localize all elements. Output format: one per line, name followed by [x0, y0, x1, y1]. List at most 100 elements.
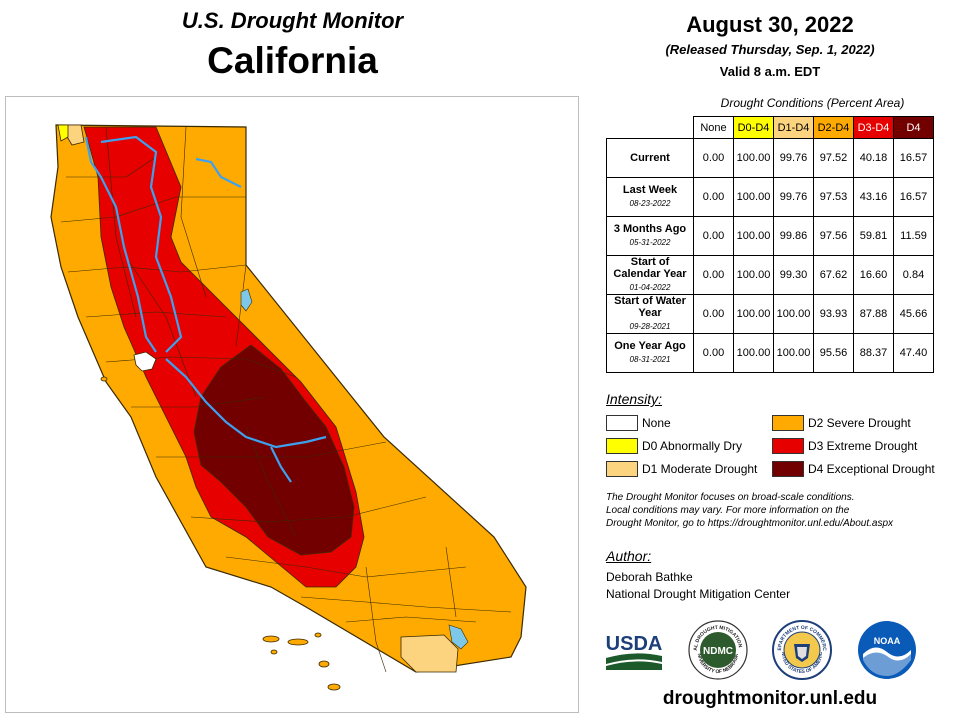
- cell-d0-d4: 100.00: [733, 255, 774, 295]
- row-label-text: Current: [630, 152, 670, 164]
- note-line: Local conditions may vary. For more info…: [606, 505, 850, 516]
- legend-swatch-d3: [772, 438, 804, 454]
- cell-d0-d4: 100.00: [733, 333, 774, 373]
- island-santa-rosa: [262, 635, 280, 643]
- table-header-blank: [606, 116, 694, 139]
- island-small-2: [314, 632, 322, 638]
- cell-d3-d4: 40.18: [853, 138, 894, 178]
- cell-d1-d4: 99.76: [773, 138, 814, 178]
- legend-swatch-d4: [772, 461, 804, 477]
- state-title: California: [207, 40, 378, 81]
- map-date: August 30, 2022: [686, 12, 854, 37]
- table-row: One Year Ago 08-31-2021 0.00 100.00 100.0…: [606, 333, 934, 373]
- d4-region: [193, 344, 355, 556]
- cell-d0-d4: 100.00: [733, 216, 774, 256]
- table-row: 3 Months Ago 05-31-2022 0.00 100.00 99.86…: [606, 216, 934, 256]
- row-label-text: Last Week: [622, 184, 678, 196]
- rivers: [84, 135, 327, 483]
- ndmc-logo: NATIONAL DROUGHT MITIGATION CENTER UNIVE…: [686, 616, 748, 680]
- row-date: 05-31-2022: [629, 238, 671, 247]
- valid-time: Valid 8 a.m. EDT: [719, 64, 821, 79]
- cell-d2-d4: 95.56: [813, 333, 854, 373]
- website-url[interactable]: droughtmonitor.unl.edu: [662, 688, 878, 709]
- ndmc-logo-text: NDMC: [703, 646, 733, 657]
- cell-d4: 45.66: [893, 294, 934, 334]
- table-row: Start of Water Year 09-28-2021 0.00 100.0…: [606, 294, 934, 334]
- cell-none: 0.00: [693, 177, 734, 217]
- col-header-d2-d4: D2-D4: [813, 116, 854, 139]
- row-label: Start of Calendar Year 01-04-2022: [606, 255, 694, 295]
- cell-d2-d4: 97.52: [813, 138, 854, 178]
- table-row: Current 0.00 100.00 99.76 97.52 40.18 16…: [606, 138, 934, 178]
- row-label: 3 Months Ago 05-31-2022: [606, 216, 694, 256]
- cell-d4: 16.57: [893, 177, 934, 217]
- legend-swatch-d1: [606, 461, 638, 477]
- legend-swatch-none: [606, 415, 638, 431]
- cell-d1-d4: 99.30: [773, 255, 814, 295]
- legend-title: Intensity:: [606, 391, 663, 407]
- cell-d4: 16.57: [893, 138, 934, 178]
- note-line: Drought Monitor, go to https://droughtmo…: [606, 518, 894, 529]
- col-header-none: None: [693, 116, 734, 139]
- row-date: 08-31-2021: [629, 355, 671, 364]
- legend-label: D0 Abnormally Dry: [642, 439, 743, 453]
- d1-south-patch: [400, 634, 459, 673]
- monitor-title: U.S. Drought Monitor: [181, 8, 404, 33]
- row-label-text: One Year Ago: [614, 340, 686, 352]
- row-label: One Year Ago 08-31-2021: [606, 333, 694, 373]
- row-date: 01-04-2022: [629, 283, 671, 292]
- lake-tahoe: [240, 288, 253, 312]
- cell-d1-d4: 99.86: [773, 216, 814, 256]
- cell-d3-d4: 59.81: [853, 216, 894, 256]
- island-catalina: [318, 660, 330, 668]
- cell-d3-d4: 16.60: [853, 255, 894, 295]
- cell-d0-d4: 100.00: [733, 177, 774, 217]
- cell-d0-d4: 100.00: [733, 138, 774, 178]
- cell-d2-d4: 93.93: [813, 294, 854, 334]
- cell-d3-d4: 43.16: [853, 177, 894, 217]
- noaa-logo-text: NOAA: [874, 636, 901, 646]
- release-date: (Released Thursday, Sep. 1, 2022): [665, 42, 875, 57]
- cell-d2-d4: 67.62: [813, 255, 854, 295]
- commerce-logo: DEPARTMENT OF COMMERCE UNITED STATES OF …: [770, 616, 832, 680]
- row-label-text: Start of Water Year: [614, 295, 686, 319]
- d0-patch: [57, 124, 69, 142]
- row-label: Current: [606, 138, 694, 178]
- island-san-clemente: [327, 683, 341, 691]
- table-row: Last Week 08-23-2022 0.00 100.00 99.76 97…: [606, 177, 934, 217]
- row-date: 08-23-2022: [629, 199, 671, 208]
- drought-conditions-table: None D0-D4 D1-D4 D2-D4 D3-D4 D4 Current …: [606, 116, 934, 373]
- cell-d4: 11.59: [893, 216, 934, 256]
- cell-d4: 0.84: [893, 255, 934, 295]
- california-map-svg: [50, 124, 527, 691]
- drought-map: [5, 96, 579, 713]
- row-label-text: Start of Calendar Year: [613, 256, 687, 280]
- cell-none: 0.00: [693, 216, 734, 256]
- usda-logo: USDA: [604, 628, 664, 672]
- salton-sea: [448, 624, 469, 650]
- island-santa-cruz: [287, 638, 309, 646]
- col-header-d4: D4: [893, 116, 934, 139]
- cell-d1-d4: 99.76: [773, 177, 814, 217]
- cell-d1-d4: 100.00: [773, 294, 814, 334]
- cell-d3-d4: 88.37: [853, 333, 894, 373]
- cell-d4: 47.40: [893, 333, 934, 373]
- usda-logo-text: USDA: [606, 633, 663, 655]
- author-org: National Drought Mitigation Center: [606, 587, 791, 601]
- cell-none: 0.00: [693, 255, 734, 295]
- disclaimer-note: The Drought Monitor focuses on broad-sca…: [606, 491, 951, 530]
- sf-bay: [133, 351, 157, 372]
- col-header-d1-d4: D1-D4: [773, 116, 814, 139]
- legend-label: D1 Moderate Drought: [642, 462, 758, 476]
- legend-swatch-d0: [606, 438, 638, 454]
- legend-swatch-d2: [772, 415, 804, 431]
- cell-d1-d4: 100.00: [773, 333, 814, 373]
- col-header-d3-d4: D3-D4: [853, 116, 894, 139]
- row-label-text: 3 Months Ago: [613, 223, 687, 235]
- row-date: 09-28-2021: [629, 322, 671, 331]
- author-name: Deborah Bathke: [606, 570, 693, 584]
- note-line: The Drought Monitor focuses on broad-sca…: [606, 492, 855, 503]
- cell-d0-d4: 100.00: [733, 294, 774, 334]
- noaa-logo: NOAA: [857, 620, 917, 680]
- legend-label: D4 Exceptional Drought: [808, 462, 935, 476]
